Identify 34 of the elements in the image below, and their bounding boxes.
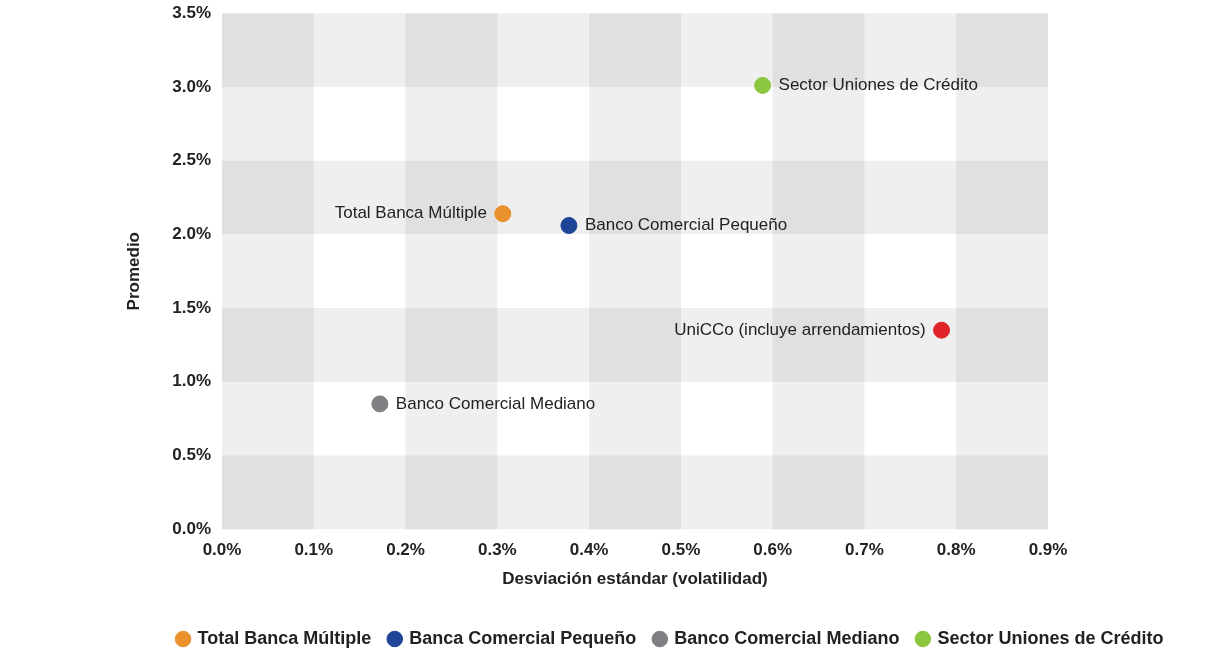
y-tick-label: 3.0% xyxy=(172,76,211,96)
x-axis-title: Desviación estándar (volatilidad) xyxy=(502,569,768,589)
y-tick-label: 1.0% xyxy=(172,371,211,391)
x-tick-label: 0.0% xyxy=(202,540,242,560)
y-axis-title: Promedio xyxy=(123,232,143,311)
x-tick-label: 0.3% xyxy=(477,540,517,560)
legend-label: Banco Comercial Mediano xyxy=(674,627,900,648)
legend-label: Sector Uniones de Crédito xyxy=(937,627,1164,648)
point xyxy=(560,217,578,234)
x-tick-label: 0.2% xyxy=(386,540,425,560)
y-tick-label: 3.5% xyxy=(172,2,211,22)
x-tick-label: 0.1% xyxy=(294,540,334,560)
x-tick-label: 0.9% xyxy=(1028,540,1068,560)
legend-label: Total Banca Múltiple xyxy=(197,627,372,648)
x-tick-label: 0.8% xyxy=(936,540,976,560)
annotation: Banco Comercial Mediano xyxy=(395,393,596,413)
legend-label: Banca Comercial Pequeño xyxy=(409,627,637,648)
point xyxy=(933,321,951,339)
y-tick-label: 2.0% xyxy=(172,224,211,244)
x-tick-label: 0.7% xyxy=(845,540,884,560)
y-tick-label: 2.5% xyxy=(172,150,211,170)
point xyxy=(494,205,512,223)
annotation: Total Banca Múltiple xyxy=(334,203,487,223)
annotation: Banco Comercial Pequeño xyxy=(584,215,788,235)
x-tick-label: 0.5% xyxy=(661,540,701,560)
annotation: UniCCo (incluye arrendamientos) xyxy=(674,319,926,339)
y-tick-label: 0.0% xyxy=(172,518,211,538)
y-tick-label: 1.5% xyxy=(172,297,211,317)
annotation: Sector Uniones de Crédito xyxy=(778,75,978,95)
y-tick-label: 0.5% xyxy=(172,445,211,465)
point xyxy=(754,76,772,94)
x-tick-label: 0.6% xyxy=(753,540,793,560)
point xyxy=(371,395,389,413)
x-tick-label: 0.4% xyxy=(569,540,609,560)
